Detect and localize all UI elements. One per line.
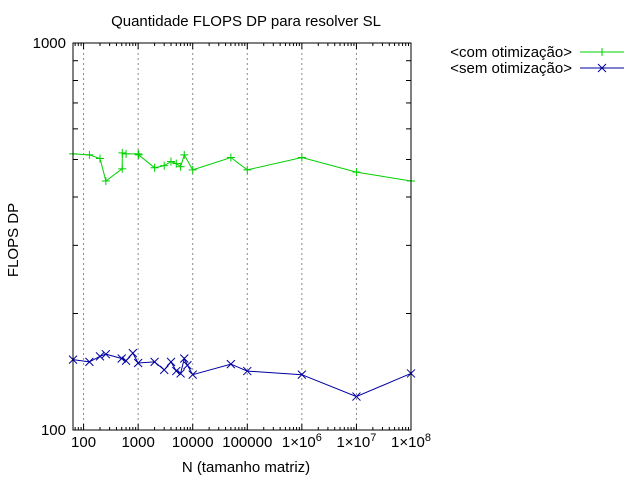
legend-label: <sem otimização> [450, 60, 572, 77]
data-point-x [159, 365, 169, 375]
data-point-x [95, 351, 105, 361]
legend-label: <com otimização> [450, 44, 572, 61]
data-point-plus [598, 48, 606, 56]
series-layer [68, 148, 416, 401]
chart-title: Quantidade FLOPS DP para resolver SL [111, 13, 381, 30]
x-axis-label: N (tamanho matriz) [182, 459, 310, 476]
x-tick-label: 100000 [222, 434, 272, 451]
data-point-plus [122, 149, 131, 158]
y-tick-label: 100 [41, 422, 66, 439]
data-point-x [183, 360, 192, 370]
x-tick-label-exponent: 6 [316, 432, 322, 444]
legend: <com otimização><sem otimização> [450, 44, 624, 77]
data-point-x [85, 357, 94, 367]
data-point-plus [180, 150, 189, 159]
data-point-plus [101, 176, 110, 185]
data-point-plus [134, 150, 143, 159]
data-point-x [597, 63, 607, 73]
x-tick-label-base: 1×10 [391, 434, 425, 451]
data-point-x [352, 392, 361, 401]
x-tick-label: 100 [71, 434, 96, 451]
data-point-plus [160, 161, 169, 170]
x-tick-label: 10000 [172, 434, 214, 451]
data-point-plus [118, 148, 127, 157]
x-tick-label-base: 100000 [222, 434, 272, 451]
x-tick-label-base: 1000 [121, 434, 154, 451]
data-point-plus [85, 150, 94, 159]
data-point-plus [150, 163, 159, 172]
plot-frame [72, 42, 412, 431]
data-point-plus [176, 162, 185, 171]
data-point-plus [118, 164, 127, 173]
data-point-x [117, 354, 127, 363]
data-point-x [226, 359, 236, 369]
axis-ticks [73, 43, 412, 430]
x-tick-label-base: 1×10 [282, 434, 316, 451]
series-line-sem-otimizacao [72, 352, 412, 398]
data-point-x [121, 356, 131, 366]
x-tick-label: 1×107 [336, 432, 376, 451]
data-point-plus [243, 165, 252, 174]
x-tick-label-base: 10000 [172, 434, 214, 451]
data-point-plus [188, 165, 197, 174]
data-point-x [128, 348, 138, 358]
data-point-plus [297, 153, 306, 162]
x-tick-label-exponent: 7 [370, 432, 376, 444]
x-tick-label: 1×106 [282, 432, 322, 451]
data-point-plus [352, 168, 361, 177]
data-point-x [179, 354, 189, 363]
data-point-plus [226, 153, 235, 162]
data-point-plus [134, 149, 143, 158]
data-point-plus [172, 159, 181, 168]
x-tick-label-base: 1×10 [336, 434, 370, 451]
data-point-x [297, 370, 307, 380]
data-point-x [176, 369, 185, 378]
data-point-x [242, 366, 252, 376]
data-point-x [101, 349, 111, 359]
data-point-plus [167, 157, 176, 166]
data-point-x [171, 366, 181, 376]
x-tick-label: 1000 [121, 434, 154, 451]
x-tick-label-exponent: 8 [425, 432, 431, 444]
data-point-x [150, 357, 159, 367]
x-tick-label: 1×108 [391, 432, 431, 451]
data-point-x [133, 358, 143, 368]
data-point-plus [96, 154, 105, 163]
data-point-x [166, 357, 176, 367]
y-axis-label: FLOPS DP [5, 203, 22, 277]
series-line-com-otimizacao [72, 152, 412, 182]
grid-lines [83, 43, 412, 430]
x-tick-label-base: 100 [71, 434, 96, 451]
data-point-x [188, 370, 198, 380]
y-tick-label: 1000 [33, 35, 66, 52]
